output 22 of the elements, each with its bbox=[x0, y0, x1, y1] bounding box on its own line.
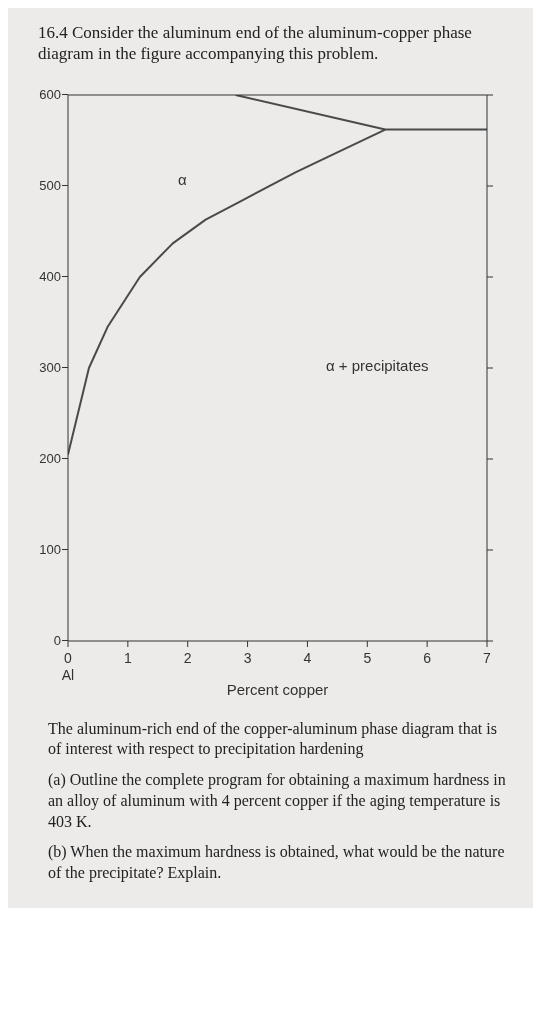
y-tick-label: 300 bbox=[39, 359, 61, 376]
x-tick-label: 1 bbox=[123, 649, 132, 666]
x-tick-label: 5 bbox=[363, 649, 372, 666]
annotation: α + precipitates bbox=[326, 356, 429, 374]
x-tick-label: 4 bbox=[303, 649, 312, 666]
y-tick-label: 500 bbox=[39, 177, 61, 194]
y-tick-label: 200 bbox=[39, 450, 61, 467]
y-tick-label: 0 bbox=[53, 632, 61, 649]
x-tick-label: 6 bbox=[423, 649, 432, 666]
x-tick-label: 0 Al bbox=[61, 649, 75, 683]
y-tick-label: 600 bbox=[39, 86, 61, 103]
x-tick-label: 2 bbox=[183, 649, 192, 666]
y-tick-label: 100 bbox=[39, 541, 61, 558]
text: The aluminum-rich end of the copper-aluminum phase diagram that is of interest with respect to precipitation hardening bbox=[48, 718, 498, 760]
x-tick-label: 3 bbox=[243, 649, 252, 666]
text: (a) Outline the complete program for obtaining a maximum hardness in an alloy of aluminum with 4 percent copper if the aging temperature is 403 K. bbox=[48, 770, 507, 832]
chart-title: 16.4 Consider the aluminum end of the aluminum-copper phase diagram in the figure accompanying this problem. bbox=[37, 22, 473, 66]
x-axis-title: Percent copper bbox=[226, 680, 329, 698]
text: (b) When the maximum hardness is obtained, what would be the nature of the precipitate? Explain. bbox=[48, 842, 506, 884]
annotation: α bbox=[178, 170, 187, 188]
x-tick-label: 7 bbox=[483, 649, 492, 666]
y-tick-label: 400 bbox=[39, 268, 61, 285]
